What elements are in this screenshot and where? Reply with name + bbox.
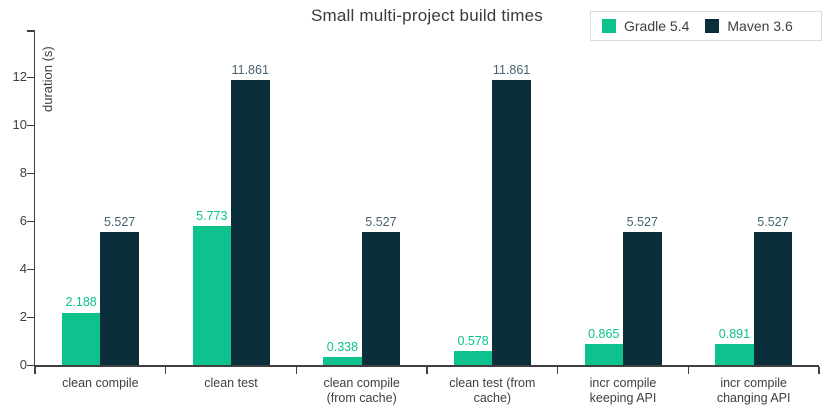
x-tick	[818, 366, 820, 374]
y-tick	[27, 124, 34, 126]
y-axis-line	[33, 30, 35, 367]
x-category-label: clean test	[156, 376, 306, 391]
bar-value-label: 0.578	[457, 334, 489, 349]
bar-gradle	[192, 226, 231, 365]
x-category-label-line: clean compile	[62, 376, 139, 390]
y-tick	[27, 76, 34, 78]
x-category-label-line: changing API	[716, 391, 791, 405]
y-axis-title: duration (s)	[40, 46, 55, 112]
x-category-label: incr compile changing API	[679, 376, 827, 406]
x-tick	[426, 366, 428, 374]
bar-value-label: 5.773	[196, 209, 228, 224]
x-category-label-line: incr compile	[720, 376, 787, 390]
x-category-label-line: clean test	[204, 376, 258, 390]
x-category-label: clean test (from cache)	[417, 376, 567, 406]
legend-item-gradle[interactable]: Gradle 5.4	[602, 18, 689, 34]
bar-maven	[100, 232, 139, 365]
legend-item-maven[interactable]: Maven 3.6	[705, 18, 793, 34]
chart-title: Small multi-project build times	[311, 6, 543, 25]
gradle-swatch-icon	[602, 19, 616, 33]
legend: Gradle 5.4 Maven 3.6	[590, 11, 822, 41]
y-tick-label: 12	[12, 69, 27, 84]
bar-value-label: 0.891	[718, 326, 751, 341]
bar-value-label: 5.527	[626, 215, 658, 230]
maven-swatch-icon	[705, 19, 720, 33]
x-category-label: clean compile	[25, 376, 175, 391]
bar-value-label: 0.338	[326, 339, 359, 354]
bar-value-label: 0.865	[588, 327, 620, 342]
bar-value-label: 11.861	[492, 63, 531, 78]
y-axis-top-cap	[27, 30, 34, 32]
bar-value-label: 5.527	[365, 215, 397, 230]
x-tick	[687, 366, 690, 374]
x-category-label: incr compile keeping API	[548, 376, 698, 406]
y-tick	[27, 316, 34, 318]
y-tick-label: 8	[19, 165, 27, 180]
y-tick	[27, 364, 34, 366]
bar-value-label: 5.527	[757, 215, 789, 230]
bar-maven	[623, 232, 662, 365]
y-tick-label: 0	[19, 357, 27, 372]
legend-label-gradle: Gradle 5.4	[624, 18, 690, 34]
legend-label-maven: Maven 3.6	[727, 18, 793, 34]
y-tick-label: 6	[19, 213, 27, 228]
x-tick	[164, 366, 167, 374]
x-category-label-line: clean test (from	[449, 376, 536, 390]
y-tick	[27, 220, 34, 222]
x-tick	[34, 366, 36, 374]
bar-maven	[361, 232, 401, 365]
x-category-label-line: incr compile	[589, 376, 657, 390]
bar-gradle	[61, 312, 101, 365]
y-tick	[27, 172, 34, 174]
bar-maven	[231, 80, 270, 365]
bar-value-label: 5.527	[103, 215, 136, 230]
bar-gradle	[453, 351, 493, 365]
bar-value-label: 11.861	[231, 63, 269, 78]
x-category-label-line: keeping API	[589, 391, 657, 405]
y-tick	[27, 268, 34, 270]
x-category-label: clean compile (from cache)	[287, 376, 437, 406]
y-tick-label: 4	[19, 261, 27, 276]
bar-maven	[492, 80, 531, 365]
y-tick-label: 10	[12, 117, 27, 132]
x-axis-line	[33, 364, 819, 367]
x-tick	[295, 366, 298, 374]
bar-gradle	[715, 343, 754, 365]
x-category-label-line: cache)	[473, 391, 512, 405]
y-tick-label: 2	[19, 309, 27, 324]
x-category-label-line: (from cache)	[326, 391, 397, 405]
bar-gradle	[323, 356, 362, 365]
x-category-label-line: clean compile	[323, 376, 400, 390]
bar-value-label: 2.188	[65, 295, 97, 310]
bar-gradle	[584, 344, 623, 365]
bar-maven	[753, 232, 793, 365]
x-tick	[556, 366, 559, 374]
